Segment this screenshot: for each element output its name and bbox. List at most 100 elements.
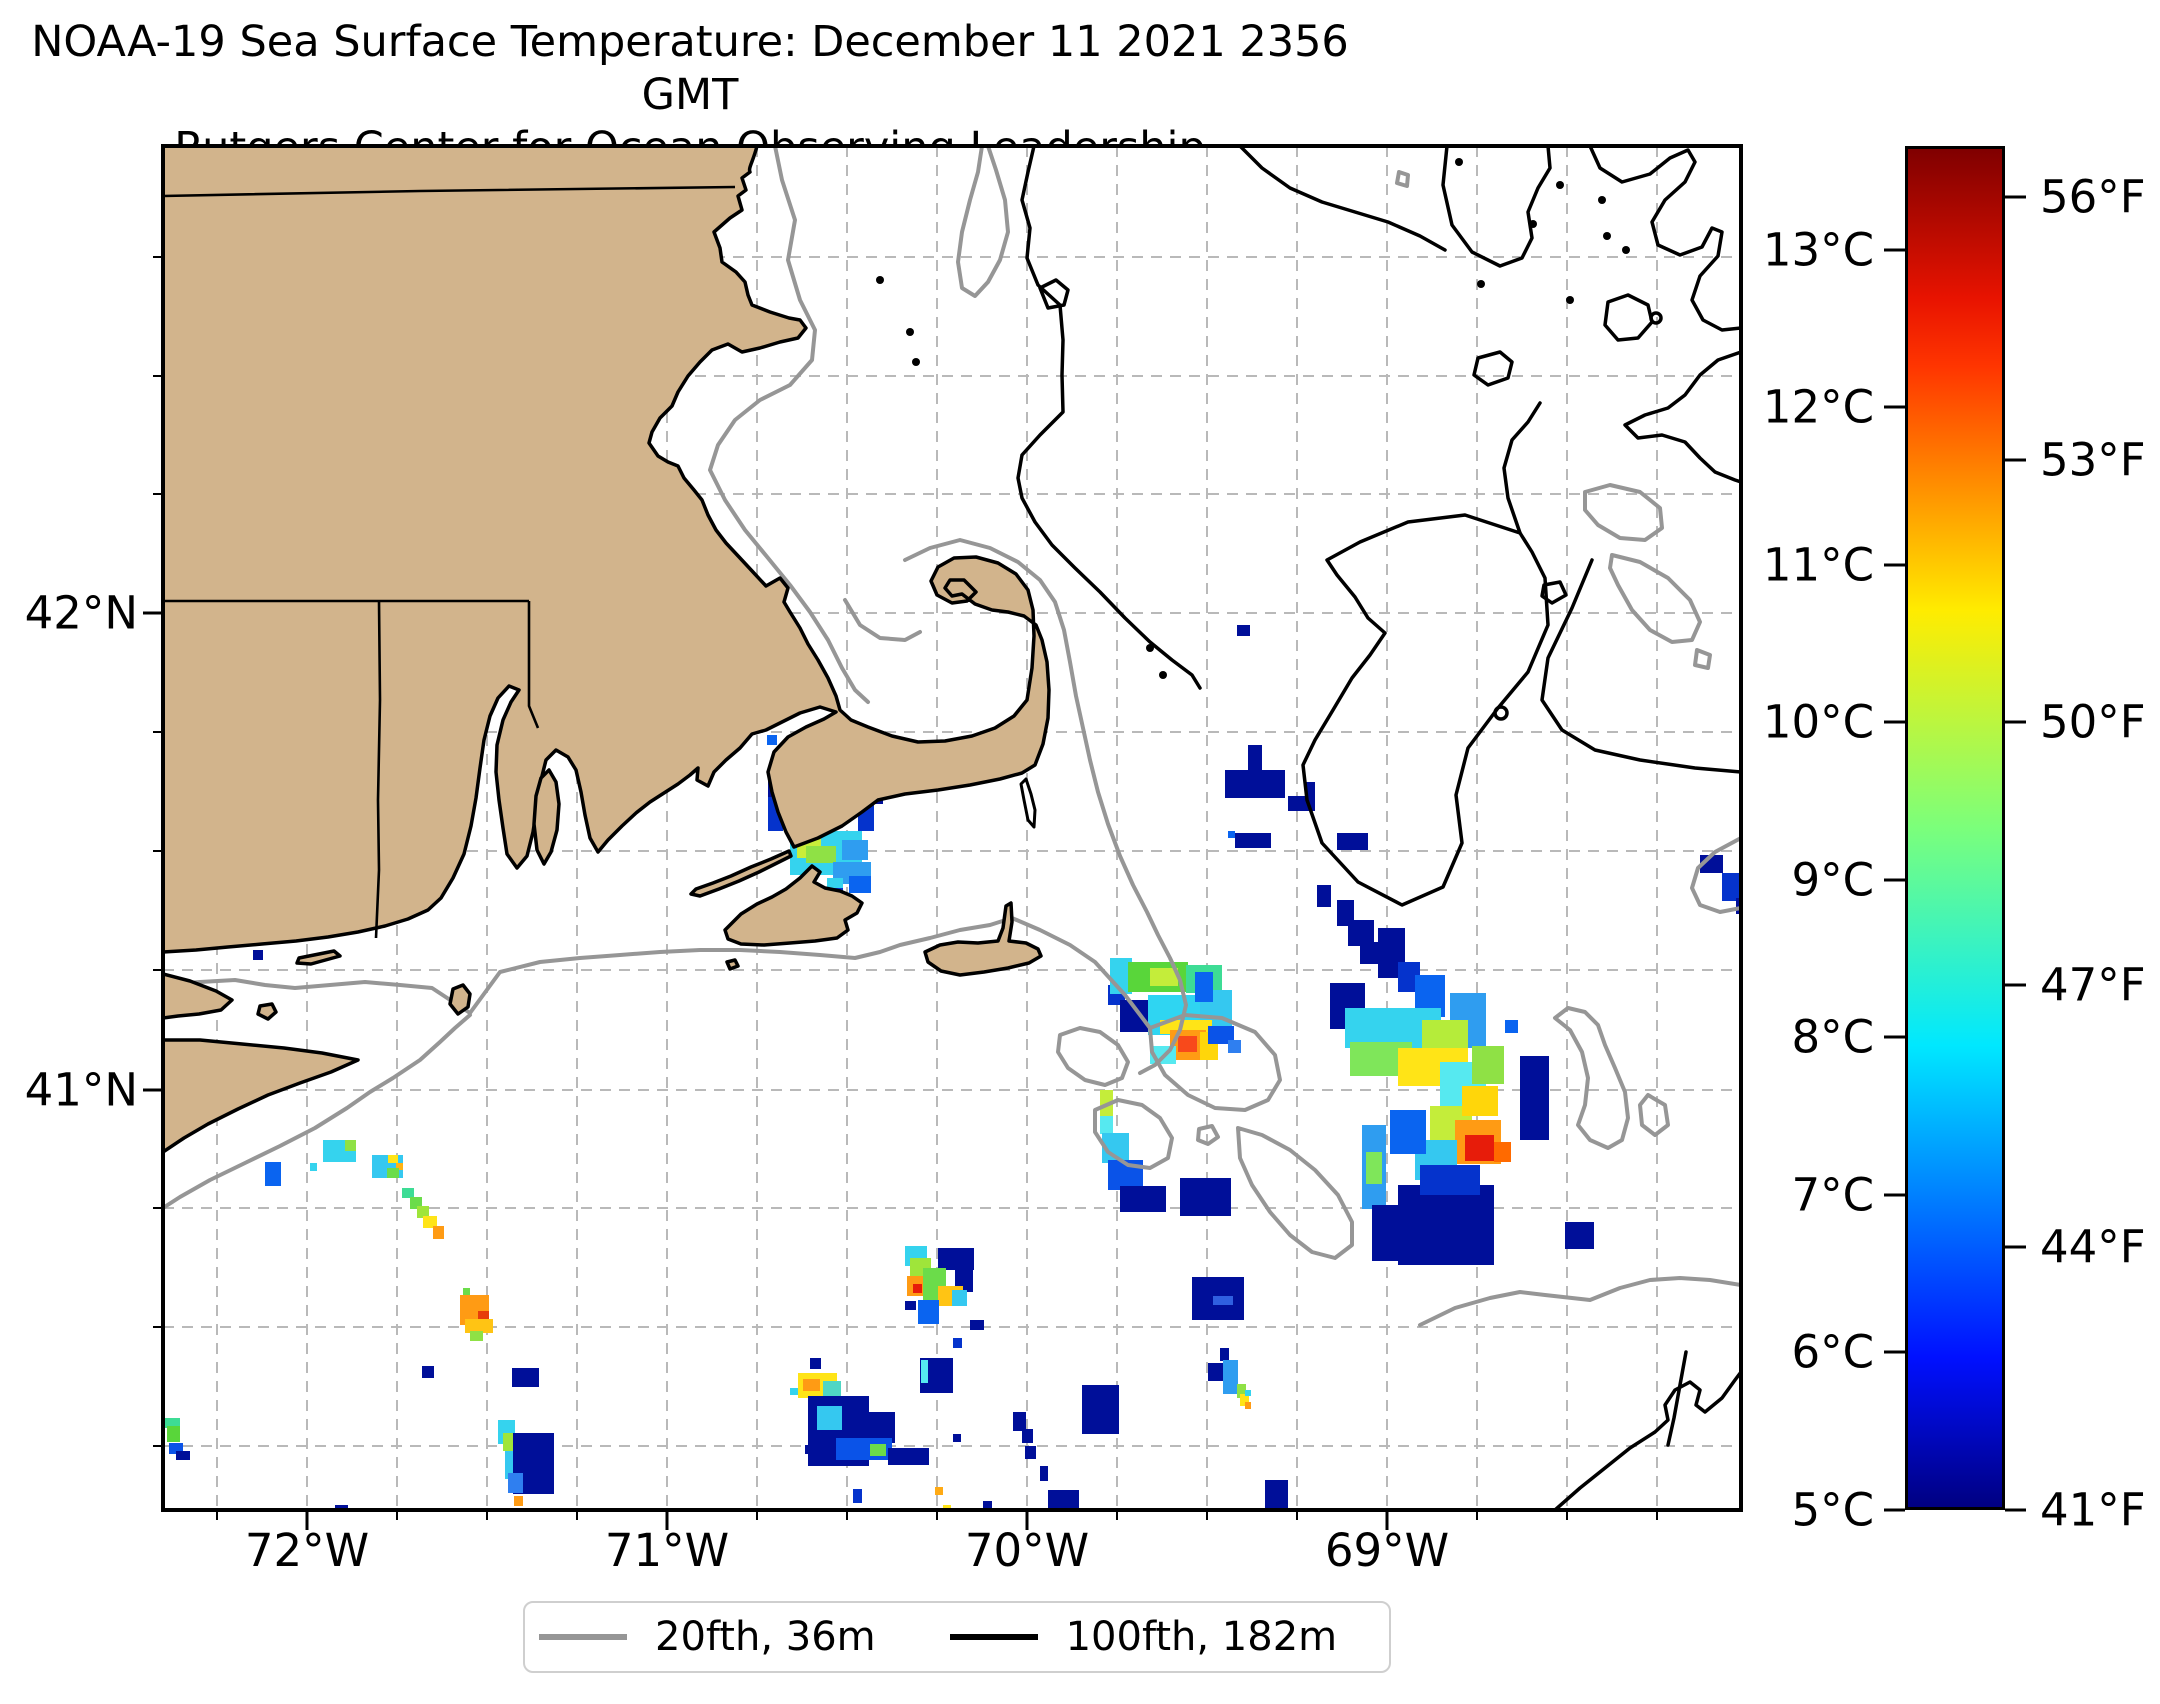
sst-cell bbox=[1248, 745, 1262, 771]
block-island bbox=[448, 983, 472, 1016]
sst-cell bbox=[1237, 625, 1250, 636]
sst-cell bbox=[1462, 1086, 1498, 1116]
sst-cell bbox=[1120, 1186, 1166, 1212]
sst-cell bbox=[169, 1443, 183, 1454]
sst-cell bbox=[335, 1505, 348, 1510]
sst-cell bbox=[943, 1505, 951, 1510]
legend-label-20fth: 20fth, 36m bbox=[655, 1614, 876, 1660]
contour-dots bbox=[876, 158, 1630, 679]
colorbar-celsius-label: 8°C bbox=[1791, 1010, 1874, 1064]
colorbar-celsius-label: 7°C bbox=[1791, 1168, 1874, 1222]
sst-cell bbox=[806, 846, 836, 863]
colorbar-celsius-label: 6°C bbox=[1791, 1325, 1874, 1379]
sst-cell bbox=[1245, 1390, 1251, 1396]
sst-cell bbox=[1372, 1205, 1400, 1261]
sst-cell bbox=[970, 1320, 984, 1330]
sst-cell bbox=[1288, 796, 1307, 811]
y-tick-label: 42°N bbox=[24, 586, 138, 640]
colorbar-celsius-label: 13°C bbox=[1762, 223, 1874, 277]
sst-cell bbox=[1337, 900, 1354, 926]
colorbar-celsius-label: 11°C bbox=[1762, 538, 1874, 592]
sst-cell bbox=[935, 1487, 943, 1495]
legend-swatch-20fth-line bbox=[539, 1634, 627, 1640]
sst-cell bbox=[167, 1426, 180, 1442]
sst-cell bbox=[1245, 1402, 1251, 1409]
sst-cell bbox=[470, 1331, 483, 1341]
sst-cell bbox=[983, 1501, 992, 1510]
sst-cell bbox=[423, 1216, 437, 1228]
sst-cell bbox=[842, 840, 868, 860]
colorbar-celsius-label: 10°C bbox=[1762, 695, 1874, 749]
sst-cell bbox=[1505, 1020, 1518, 1033]
sst-cell bbox=[1348, 920, 1374, 946]
x-tick-label: 69°W bbox=[1324, 1524, 1450, 1577]
sst-cell bbox=[422, 1366, 434, 1378]
sst-cell bbox=[1195, 972, 1213, 1002]
sst-cell bbox=[767, 735, 777, 745]
sst-cell bbox=[1398, 1185, 1494, 1265]
legend-label-100fth: 100fth, 182m bbox=[1065, 1614, 1338, 1660]
sst-cell bbox=[805, 1445, 814, 1454]
sst-cell bbox=[388, 1155, 398, 1163]
x-tick-label: 72°W bbox=[244, 1524, 370, 1577]
sst-cell bbox=[1305, 782, 1315, 811]
sst-cell bbox=[1208, 1363, 1224, 1381]
sst-cell bbox=[514, 1496, 523, 1506]
sst-cell bbox=[463, 1288, 470, 1295]
sst-cell bbox=[310, 1163, 317, 1171]
long-island-main bbox=[163, 1038, 360, 1154]
nantucket bbox=[923, 901, 1043, 977]
sst-cell bbox=[1420, 1165, 1480, 1195]
sst-cell bbox=[1722, 873, 1741, 901]
sst-cell bbox=[1180, 1178, 1231, 1216]
sst-cell bbox=[465, 1319, 493, 1333]
legend-item-100fth: 100fth, 182m bbox=[949, 1614, 1338, 1660]
sst-cell bbox=[402, 1188, 414, 1198]
marthas-vineyard bbox=[723, 864, 864, 947]
sst-cell bbox=[953, 1338, 962, 1348]
sst-cell bbox=[387, 1168, 399, 1178]
aquidneck-island bbox=[532, 768, 561, 866]
sst-cell bbox=[1225, 770, 1285, 798]
legend-item-20fth: 20fth, 36m bbox=[539, 1614, 876, 1660]
new-england-mainland-and-cape-cod bbox=[163, 146, 1051, 954]
sst-cell bbox=[905, 1301, 916, 1310]
no-mans-land-island bbox=[725, 958, 740, 971]
sst-cell bbox=[817, 1406, 842, 1430]
sst-cell bbox=[1208, 1026, 1234, 1044]
sst-cell bbox=[1565, 1222, 1594, 1249]
sst-cell bbox=[396, 1163, 403, 1170]
sst-cell bbox=[1228, 831, 1235, 838]
sst-cell bbox=[853, 1489, 862, 1503]
sst-cell bbox=[1022, 1429, 1033, 1443]
sst-cell bbox=[1150, 968, 1178, 986]
sst-cell bbox=[433, 1226, 444, 1239]
x-tick-label: 70°W bbox=[964, 1524, 1090, 1577]
colorbar-celsius-label: 12°C bbox=[1762, 380, 1874, 434]
sst-cell bbox=[938, 1248, 974, 1270]
sst-cell bbox=[823, 1381, 841, 1400]
sst-cell bbox=[1025, 1446, 1036, 1459]
sst-cell bbox=[1220, 1348, 1229, 1361]
sst-cell bbox=[953, 1434, 961, 1442]
title-line1: NOAA-19 Sea Surface Temperature: Decembe… bbox=[31, 17, 1349, 120]
sst-cell bbox=[265, 1162, 281, 1186]
sst-cell bbox=[345, 1140, 356, 1151]
colorbar-celsius-label: 5°C bbox=[1791, 1483, 1874, 1537]
sst-cell bbox=[1048, 1490, 1079, 1510]
sst-cell bbox=[862, 1412, 895, 1443]
sst-cell bbox=[1013, 1412, 1026, 1431]
map-border bbox=[161, 144, 1743, 1512]
sst-cell bbox=[1337, 833, 1368, 850]
sst-cell bbox=[512, 1368, 539, 1387]
colorbar-ticks bbox=[1884, 195, 2026, 1512]
sst-cell bbox=[1100, 1116, 1113, 1134]
sst-data-pixels bbox=[165, 625, 1741, 1510]
sst-cell bbox=[1736, 898, 1741, 914]
sst-cell bbox=[1265, 1480, 1288, 1510]
sst-cell bbox=[1494, 1142, 1511, 1162]
sst-cell bbox=[952, 1290, 967, 1306]
colorbar-fahrenheit-label: 44°F bbox=[2040, 1220, 2146, 1274]
elizabeth-islands bbox=[689, 849, 793, 898]
